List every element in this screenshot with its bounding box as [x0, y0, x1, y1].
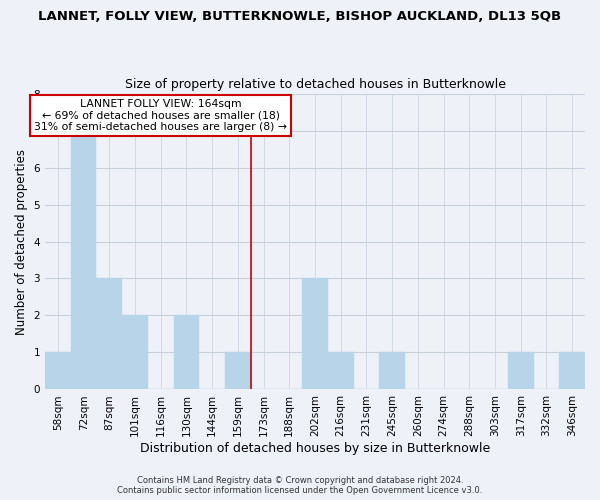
Text: LANNET FOLLY VIEW: 164sqm
← 69% of detached houses are smaller (18)
31% of semi-: LANNET FOLLY VIEW: 164sqm ← 69% of detac… — [34, 99, 287, 132]
Text: LANNET, FOLLY VIEW, BUTTERKNOWLE, BISHOP AUCKLAND, DL13 5QB: LANNET, FOLLY VIEW, BUTTERKNOWLE, BISHOP… — [38, 10, 562, 23]
Bar — [45, 352, 71, 390]
Bar — [328, 352, 353, 390]
Title: Size of property relative to detached houses in Butterknowle: Size of property relative to detached ho… — [125, 78, 506, 91]
Bar — [173, 316, 199, 390]
Bar — [508, 352, 533, 390]
Bar — [71, 130, 97, 390]
Bar — [97, 278, 122, 390]
X-axis label: Distribution of detached houses by size in Butterknowle: Distribution of detached houses by size … — [140, 442, 490, 455]
Y-axis label: Number of detached properties: Number of detached properties — [15, 148, 28, 334]
Text: Contains HM Land Registry data © Crown copyright and database right 2024.
Contai: Contains HM Land Registry data © Crown c… — [118, 476, 482, 495]
Bar — [122, 316, 148, 390]
Bar — [302, 278, 328, 390]
Bar — [379, 352, 405, 390]
Bar — [225, 352, 251, 390]
Bar — [559, 352, 585, 390]
